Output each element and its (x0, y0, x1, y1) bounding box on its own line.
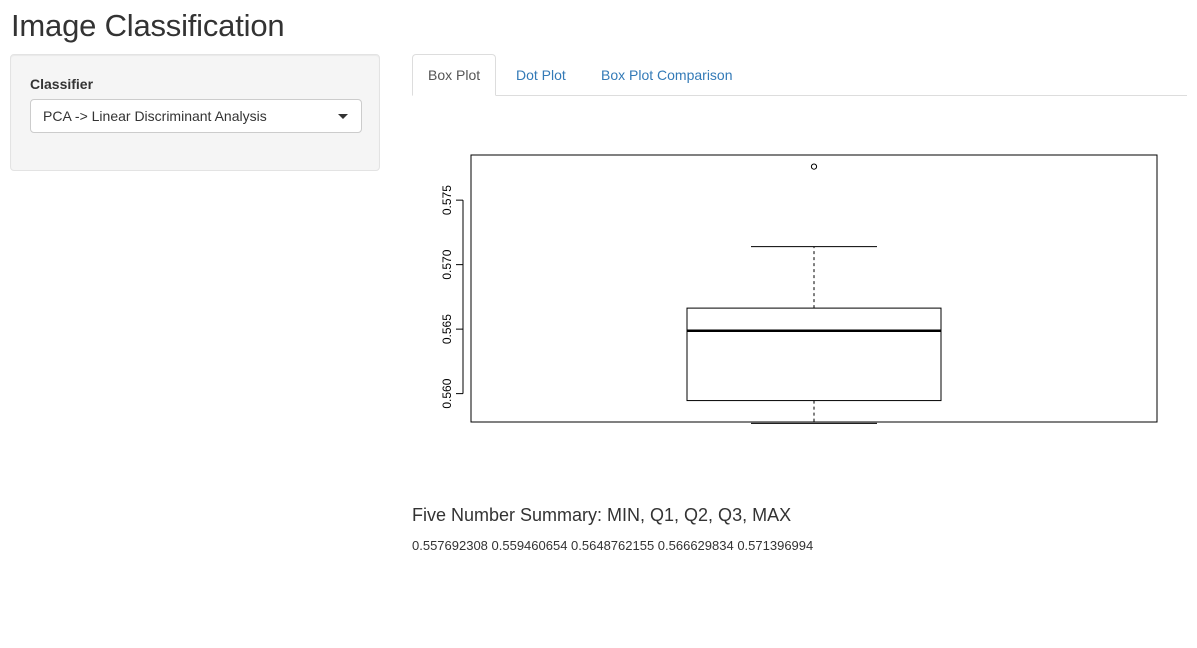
tab-dot-plot[interactable]: Dot Plot (516, 67, 566, 83)
iqr-box (686, 307, 942, 402)
chevron-down-icon (338, 114, 348, 119)
plot-frame (470, 154, 1158, 423)
tab-box-plot-comparison[interactable]: Box Plot Comparison (601, 67, 733, 83)
y-tick-label: 0.560 (440, 378, 454, 408)
y-tick-label: 0.565 (440, 314, 454, 344)
sidebar-panel: Classifier PCA -> Linear Discriminant An… (10, 54, 380, 171)
classifier-select-value: PCA -> Linear Discriminant Analysis (43, 108, 267, 124)
tab-box-plot[interactable]: Box Plot (412, 54, 497, 96)
page-title: Image Classification (11, 8, 285, 43)
classifier-label: Classifier (30, 76, 94, 92)
box-plot: 0.560 0.565 0.570 0.575 (440, 154, 1158, 424)
y-axis: 0.560 0.565 0.570 0.575 (440, 185, 464, 409)
box-group (686, 163, 942, 424)
y-tick-label: 0.575 (440, 185, 454, 215)
outlier-point (810, 163, 818, 170)
summary-values: 0.557692308 0.559460654 0.5648762155 0.5… (412, 538, 814, 553)
tab-bar: Box Plot Dot Plot Box Plot Comparison (412, 54, 1187, 96)
summary-title: Five Number Summary: MIN, Q1, Q2, Q3, MA… (412, 505, 792, 525)
classifier-select[interactable]: PCA -> Linear Discriminant Analysis (30, 99, 362, 133)
y-tick-label: 0.570 (440, 249, 454, 279)
